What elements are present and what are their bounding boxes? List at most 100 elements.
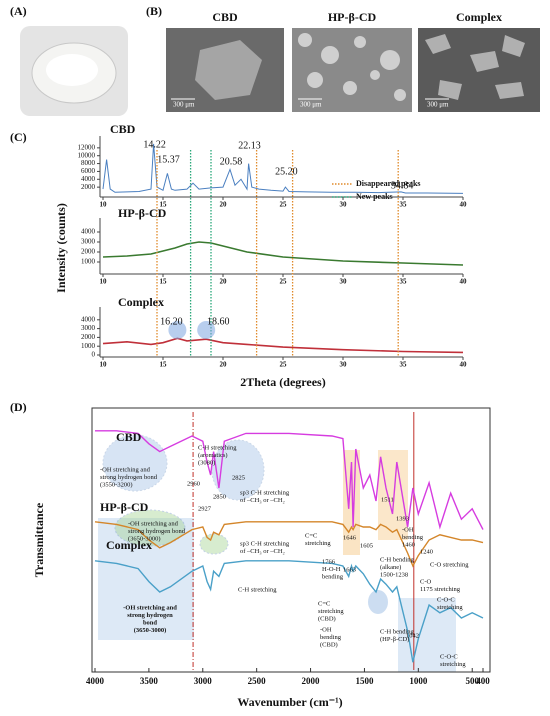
annotation: 1042 — [406, 632, 419, 639]
annotation: strong hydrogen bond — [128, 528, 186, 535]
x-tick-label: 10 — [100, 361, 108, 369]
y-tick-label: 2000 — [81, 248, 96, 256]
peak-label: 18.60 — [207, 316, 230, 327]
annotation: -OH — [320, 626, 332, 633]
annotation: stretching — [305, 540, 331, 547]
peak-label: 20.58 — [220, 156, 243, 167]
highlight-ellipse — [114, 509, 186, 547]
annotation: -OH stretching and — [100, 466, 151, 473]
y-tick-label: 1000 — [81, 258, 96, 266]
x-tick-label: 40 — [460, 201, 468, 209]
annotation: -OH stretching and — [123, 604, 177, 611]
peak-label: 14.22 — [143, 139, 166, 150]
x-tick-label: 30 — [340, 361, 348, 369]
y-tick-label: 3000 — [81, 324, 96, 332]
y-tick-label: 0 — [92, 351, 96, 359]
image-title: CBD — [212, 10, 238, 24]
chart-title: CBD — [110, 122, 136, 136]
y-axis-label: Intensity (counts) — [54, 203, 68, 293]
annotation: (aromatics) — [198, 452, 228, 459]
y-tick-label: 4000 — [81, 228, 96, 236]
y-tick-label: 1000 — [81, 342, 96, 350]
annotation: stretching — [440, 661, 466, 668]
x-tick-label: 20 — [220, 361, 228, 369]
annotation: 1460 — [402, 541, 415, 548]
plot-frame — [91, 407, 491, 673]
annotation: (CBD) — [320, 641, 338, 648]
panel-label: (D) — [10, 400, 27, 414]
annotation: C-O — [420, 578, 432, 585]
annotation: of –CH₃ or –CH₂ — [240, 548, 285, 555]
annotation: C-H bending — [380, 556, 415, 563]
peak-label: 22.13 — [238, 140, 261, 151]
scale-bar-label: 300 μm — [173, 101, 195, 109]
annotation: 2825 — [232, 474, 245, 481]
series-label: CBD — [116, 430, 142, 444]
x-tick-label: 15 — [160, 361, 168, 369]
peak-label: 16.20 — [160, 316, 183, 327]
annotation: C-H stretching — [198, 444, 237, 451]
y-tick-label: 4000 — [81, 315, 96, 323]
x-tick-label: 25 — [280, 201, 288, 209]
annotation: (CBD) — [318, 615, 336, 622]
x-tick-label: 40 — [460, 278, 468, 286]
band-highlight — [343, 450, 360, 555]
annotation: (3080) — [198, 459, 215, 466]
x-tick-label: 30 — [340, 278, 348, 286]
x-tick-label: 25 — [280, 278, 288, 286]
annotation: 2927 — [198, 505, 212, 512]
peak-highlight — [197, 321, 216, 339]
y-tick-label: 12000 — [78, 143, 96, 151]
x-tick-label: 30 — [340, 201, 348, 209]
annotation: (alkane) — [380, 564, 401, 571]
peak-label: 15.37 — [157, 154, 180, 165]
legend-label: Disappeared peaks — [356, 179, 421, 188]
sem-image — [292, 28, 412, 112]
flakes — [425, 34, 525, 100]
x-tick-label: 20 — [220, 278, 228, 286]
annotation: 1663 — [343, 566, 356, 573]
highlight-ellipse — [199, 533, 229, 555]
peak-highlight — [168, 321, 187, 339]
x-tick-label: 25 — [280, 361, 288, 369]
annotation: 1766 — [322, 558, 336, 565]
y-tick-label: 3000 — [81, 238, 96, 246]
panel-label: (A) — [10, 4, 27, 18]
annotation: C=C — [305, 532, 317, 539]
annotation: (HP-β-CD) — [380, 636, 409, 643]
y-tick-label: 10000 — [78, 151, 96, 159]
legend-label: New peaks — [356, 192, 393, 201]
annotation: bending — [402, 534, 424, 541]
y-tick-label: 4000 — [81, 175, 96, 183]
scale-bar-label: 300 μm — [427, 101, 449, 109]
series-line — [95, 430, 484, 530]
y-axis-label: Transmittance — [32, 502, 46, 577]
x-tick-label: 40 — [460, 361, 468, 369]
peak-label: 34.84 — [391, 180, 414, 191]
annotation: 1393 — [396, 515, 409, 522]
annotation: C-H stretching — [238, 586, 277, 593]
annotation: strong hydrogen bond — [100, 474, 158, 481]
highlight-ellipse — [368, 590, 388, 614]
annotation: C-O-C — [437, 596, 455, 603]
annotation: 1175 stretching — [420, 586, 461, 593]
annotation: C-H bending — [380, 628, 415, 635]
series-label: Complex — [106, 538, 152, 552]
y-tick-label: 2000 — [81, 183, 96, 191]
chart-title: HP-β-CD — [118, 206, 167, 220]
crystal — [195, 40, 262, 100]
annotation: of –CH₃ or –CH₂ — [240, 497, 285, 504]
annotation: C=C — [318, 600, 330, 607]
y-tick-label: 6000 — [81, 167, 96, 175]
x-tick-label: 400 — [476, 676, 490, 686]
series-line — [102, 337, 464, 354]
annotation: (3650-3000) — [128, 535, 161, 542]
annotation: (3650-3000) — [134, 627, 167, 634]
x-tick-label: 10 — [100, 278, 108, 286]
x-tick-label: 1500 — [355, 676, 374, 686]
x-tick-label: 15 — [160, 201, 168, 209]
y-tick-label: 2000 — [81, 333, 96, 341]
x-tick-label: 2500 — [248, 676, 267, 686]
